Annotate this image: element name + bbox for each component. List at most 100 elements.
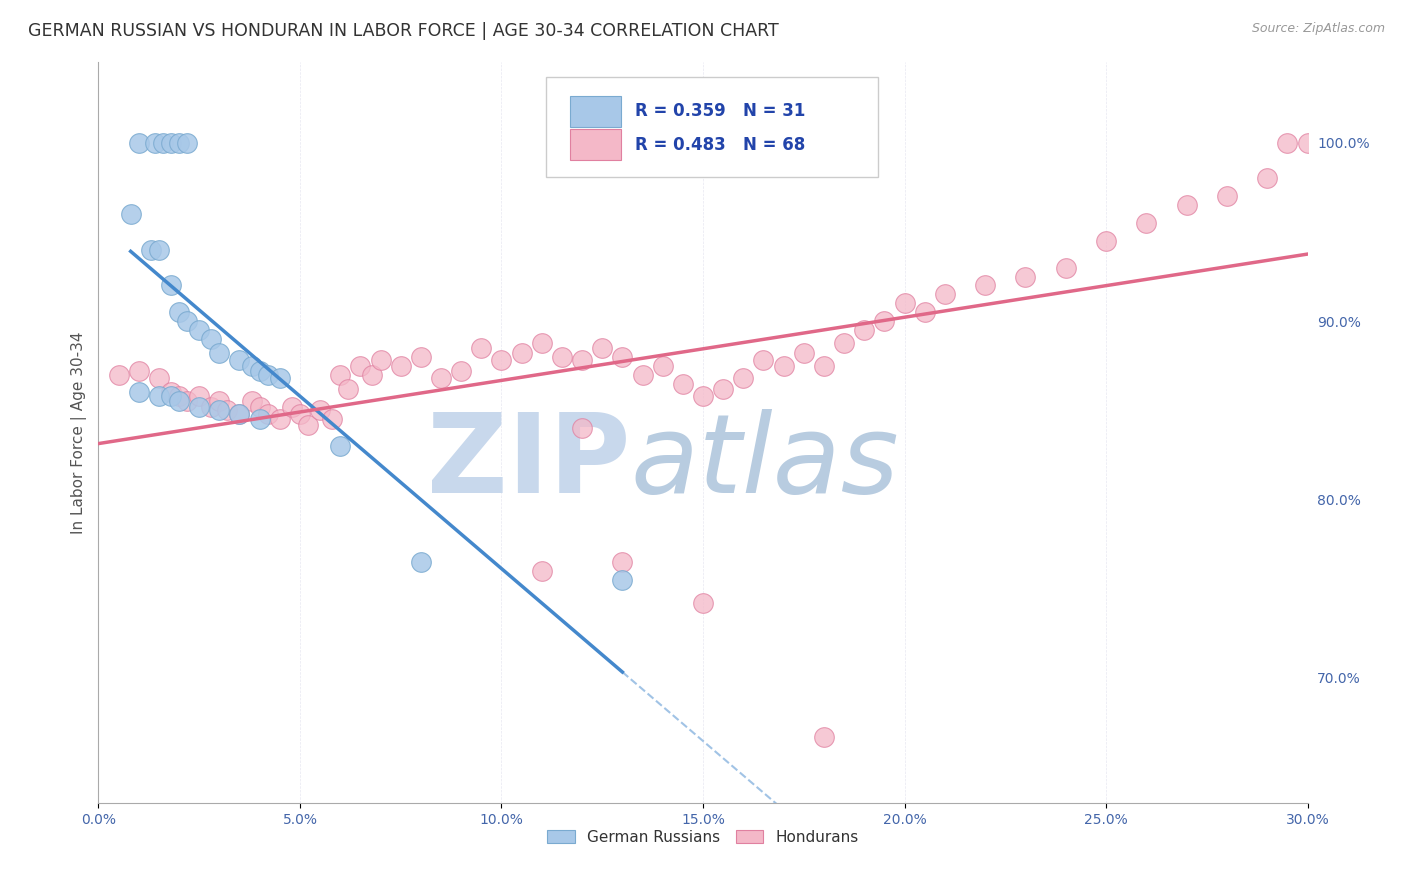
Point [240, 394, 263, 409]
Point [813, 730, 835, 744]
Point [832, 335, 855, 350]
Point [530, 564, 553, 578]
Point [128, 136, 150, 150]
Point [228, 407, 250, 421]
Point [530, 335, 553, 350]
Point [1014, 269, 1036, 284]
Point [329, 439, 352, 453]
Point [256, 368, 278, 382]
Point [240, 359, 263, 373]
Point [934, 287, 956, 301]
Point [288, 407, 311, 421]
Point [571, 353, 593, 368]
Point [176, 394, 198, 409]
Text: Source: ZipAtlas.com: Source: ZipAtlas.com [1251, 22, 1385, 36]
Point [188, 323, 211, 337]
Point [228, 407, 250, 421]
Point [409, 350, 432, 364]
Point [228, 353, 250, 368]
Point [430, 371, 453, 385]
Point [176, 136, 198, 150]
Point [873, 314, 896, 328]
Point [337, 382, 360, 396]
Point [510, 346, 533, 360]
Point [612, 555, 634, 569]
Point [1095, 234, 1118, 248]
Point [208, 394, 231, 409]
Y-axis label: In Labor Force | Age 30-34: In Labor Force | Age 30-34 [72, 331, 87, 534]
Point [297, 417, 319, 432]
Point [974, 278, 997, 293]
Point [188, 400, 211, 414]
Point [793, 346, 815, 360]
Point [167, 305, 190, 319]
Point [148, 243, 170, 257]
Point [208, 346, 231, 360]
Point [591, 341, 613, 355]
Point [612, 573, 634, 587]
Point [152, 136, 174, 150]
Point [309, 403, 332, 417]
FancyBboxPatch shape [569, 129, 621, 161]
Text: GERMAN RUSSIAN VS HONDURAN IN LABOR FORCE | AGE 30-34 CORRELATION CHART: GERMAN RUSSIAN VS HONDURAN IN LABOR FORC… [28, 22, 779, 40]
Point [612, 350, 634, 364]
Point [256, 407, 278, 421]
Point [160, 278, 183, 293]
Point [176, 314, 198, 328]
Point [160, 136, 183, 150]
Point [631, 368, 654, 382]
Point [217, 403, 239, 417]
Point [1135, 216, 1157, 230]
Text: R = 0.359   N = 31: R = 0.359 N = 31 [636, 103, 806, 120]
Point [1175, 198, 1198, 212]
Point [148, 371, 170, 385]
Point [752, 353, 775, 368]
Point [167, 136, 190, 150]
Point [1277, 136, 1299, 150]
Point [321, 412, 343, 426]
Point [281, 400, 304, 414]
Point [269, 412, 291, 426]
Point [893, 296, 915, 310]
Point [329, 368, 352, 382]
Point [208, 403, 231, 417]
Point [139, 243, 162, 257]
Point [551, 350, 574, 364]
Point [269, 371, 291, 385]
Point [772, 359, 794, 373]
Legend: German Russians, Hondurans: German Russians, Hondurans [541, 823, 865, 851]
FancyBboxPatch shape [546, 78, 879, 178]
Point [249, 364, 271, 378]
Point [160, 385, 183, 400]
Point [1216, 189, 1239, 203]
Point [853, 323, 876, 337]
Point [692, 596, 714, 610]
Point [249, 412, 271, 426]
Text: ZIP: ZIP [427, 409, 630, 516]
Point [188, 389, 211, 403]
Point [107, 368, 129, 382]
Point [361, 368, 384, 382]
Point [160, 389, 183, 403]
Point [733, 371, 755, 385]
Point [672, 376, 695, 391]
Point [813, 359, 835, 373]
Point [389, 359, 412, 373]
Point [470, 341, 492, 355]
Point [409, 555, 432, 569]
Point [491, 353, 513, 368]
Point [167, 394, 190, 409]
Point [711, 382, 734, 396]
Point [692, 389, 714, 403]
Point [249, 400, 271, 414]
Point [148, 389, 170, 403]
Point [914, 305, 936, 319]
Text: R = 0.483   N = 68: R = 0.483 N = 68 [636, 136, 806, 153]
Point [349, 359, 371, 373]
Point [1054, 260, 1077, 275]
Point [200, 332, 222, 346]
Point [651, 359, 673, 373]
Point [143, 136, 166, 150]
Point [1296, 136, 1319, 150]
Point [200, 400, 222, 414]
